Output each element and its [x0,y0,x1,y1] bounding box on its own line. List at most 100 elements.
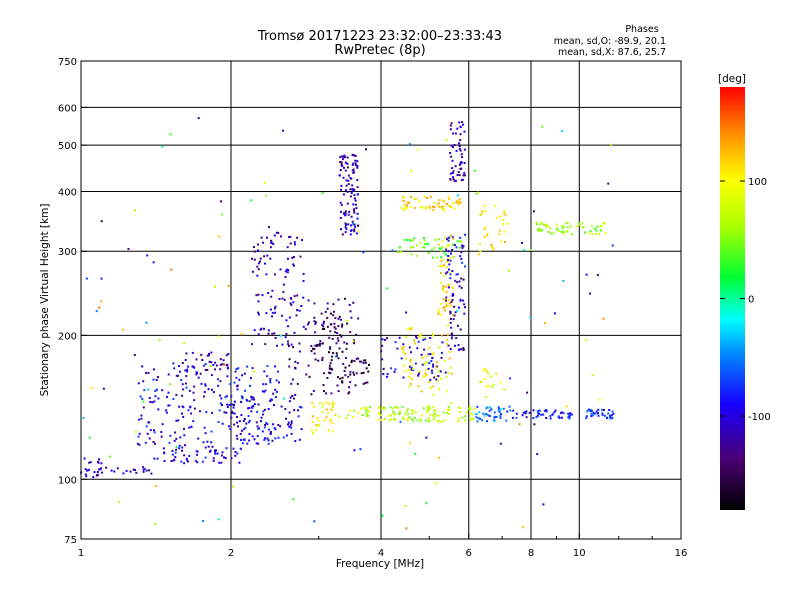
echo-point [458,174,461,176]
echo-point [259,257,262,260]
echo-point [344,297,346,300]
echo-point [339,169,342,171]
echo-point [347,213,350,216]
echo-point [197,117,200,120]
echo-point [97,461,100,464]
echo-point [335,352,338,355]
echo-point [185,386,188,389]
echo-point [251,257,253,260]
echo-point [451,332,453,335]
echo-point [265,273,268,276]
echo-point [414,206,417,209]
echo-point [412,368,415,370]
echo-point [347,183,350,186]
echo-point [273,427,276,429]
echo-point [554,409,557,412]
echo-point [455,246,458,249]
echo-point [495,216,498,219]
echo-point [321,405,324,408]
echo-point [256,425,259,428]
echo-point [284,336,287,339]
echo-point [452,293,454,296]
echo-point [341,158,344,161]
echo-point [595,410,598,413]
echo-point [341,380,343,383]
echo-point [543,409,546,412]
echo-point [247,407,250,410]
echo-point [214,452,217,455]
echo-point [365,407,368,410]
echo-point [265,312,268,315]
echo-point [341,350,344,353]
echo-point [386,373,389,375]
echo-point [445,203,448,205]
echo-point [349,195,352,198]
echo-point [432,352,435,355]
echo-point [342,176,345,179]
echo-point [263,438,266,441]
echo-point [596,225,599,228]
echo-point [329,419,331,422]
echo-point [485,413,488,415]
echo-point [459,255,462,258]
echo-point [402,348,405,351]
echo-point [382,367,385,370]
echo-point [470,417,473,420]
echo-point [344,231,347,234]
echo-point [456,194,459,197]
echo-point [388,414,391,417]
echo-point [192,420,195,423]
echo-point [402,345,405,348]
echo-point [486,413,489,416]
echo-point [454,165,457,168]
echo-point [241,397,244,400]
echo-point [365,367,368,370]
echo-point [302,296,305,299]
echo-point [234,370,237,373]
echo-point [341,323,344,326]
echo-point [218,461,221,464]
echo-point [353,228,356,231]
echo-point [509,377,512,380]
echo-point [199,372,202,375]
echo-point [285,268,288,271]
echo-point [448,263,451,266]
echo-point [437,202,440,205]
echo-point [419,206,422,209]
echo-point [450,144,453,147]
echo-point [418,372,420,375]
echo-point [539,229,542,232]
echo-point [405,527,408,530]
echo-point [581,222,584,225]
echo-point [386,375,389,378]
echo-point [270,308,272,311]
echo-point [417,340,420,343]
echo-point [183,434,186,437]
echo-point [282,129,285,132]
echo-point [105,466,108,469]
echo-point [535,223,538,226]
echo-point [556,226,559,229]
echo-point [450,402,453,405]
echo-point [367,370,370,373]
echo-point [515,416,518,419]
echo-point [464,306,466,309]
echo-point [460,277,463,280]
echo-point [290,297,293,300]
echo-point [485,385,488,388]
echo-point [262,383,265,386]
echo-point [182,406,185,409]
echo-point [219,380,222,383]
echo-point [424,243,426,246]
echo-point [434,410,437,413]
echo-point [424,208,427,210]
echo-point [340,188,342,191]
echo-point [260,420,262,423]
echo-point [346,190,349,193]
echo-point [322,372,325,375]
echo-point [99,468,102,471]
echo-point [181,412,183,415]
echo-point [454,311,457,314]
echo-point [440,246,443,249]
echo-point [308,375,311,378]
